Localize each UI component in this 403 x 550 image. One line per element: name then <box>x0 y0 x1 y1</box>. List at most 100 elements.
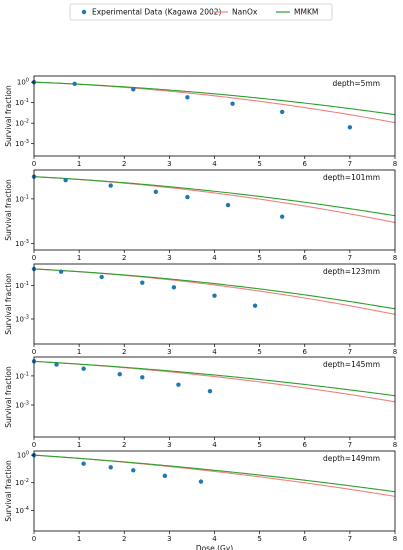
x-tick-label: 4 <box>212 348 217 356</box>
legend-label: NanOx <box>232 8 258 17</box>
panels: 0 1 2 3 4 5 6 7 810010-110-210-3depth=5mmSurviva… <box>4 75 397 550</box>
x-tick-label: 4 <box>212 535 217 543</box>
x-tick-label: 1 <box>77 535 81 543</box>
x-tick-label: 0 <box>32 348 36 356</box>
data-point <box>171 285 177 290</box>
y-tick-label: 10-3 <box>15 239 29 248</box>
y-tick-label: 10-1 <box>15 194 29 203</box>
data-point <box>63 178 68 183</box>
data-point <box>54 362 59 367</box>
x-tick-label: 2 <box>122 348 126 356</box>
x-tick-label: 3 <box>167 254 171 262</box>
data-point <box>162 473 168 479</box>
depth-annotation: depth=101mm <box>323 173 380 182</box>
x-tick-label: 0 <box>32 535 36 543</box>
x-tick-label: 7 <box>348 441 352 449</box>
x-tick-label: 8 <box>393 160 397 168</box>
x-tick-label: 8 <box>393 441 397 449</box>
x-tick-label: 0 <box>32 254 36 262</box>
curve-mmkm <box>34 268 395 310</box>
data-point <box>153 189 159 194</box>
legend-marker-experimental <box>81 9 87 15</box>
data-point <box>58 269 64 274</box>
depth-annotation: depth=145mm <box>323 360 380 369</box>
y-tick-label: 10-3 <box>15 401 29 410</box>
x-tick-label: 2 <box>122 441 126 449</box>
y-axis-label: Survival fraction <box>4 460 13 522</box>
data-point <box>347 125 353 130</box>
x-tick-label: 8 <box>393 348 397 356</box>
legend-label: Experimental Data (Kagawa 2002) <box>92 8 222 17</box>
x-tick-label: 2 <box>122 160 126 168</box>
legend: Experimental Data (Kagawa 2002) NanOx MMKM <box>69 3 333 21</box>
x-tick-label: 5 <box>257 535 261 543</box>
data-point <box>117 371 122 377</box>
x-tick-label: 7 <box>348 535 352 543</box>
x-tick-label: 6 <box>303 535 308 543</box>
x-tick-label: 8 <box>393 254 397 262</box>
data-point <box>279 214 285 219</box>
data-point <box>185 194 190 200</box>
depth-annotation: depth=123mm <box>323 267 380 276</box>
plot-frame <box>33 169 396 251</box>
y-axis-label: Survival fraction <box>4 85 13 147</box>
data-point <box>108 465 113 470</box>
x-tick-label: 6 <box>303 160 308 168</box>
data-point <box>99 274 104 280</box>
data-point <box>207 388 213 394</box>
x-tick-label: 4 <box>212 441 217 449</box>
panel-5: 0 1 2 3 4 5 6 7 8 100 10-2 10-4 depth=149mm Survival … <box>4 450 397 550</box>
x-tick-label: 2 <box>122 535 126 543</box>
x-tick-label: 0 <box>32 441 36 449</box>
y-axis-label: Survival fraction <box>4 273 13 335</box>
x-tick-label: 6 <box>303 441 308 449</box>
x-tick-label: 5 <box>257 254 261 262</box>
data-point <box>225 202 231 208</box>
y-tick-label: 10-1 <box>15 371 29 380</box>
x-tick-label: 4 <box>212 160 217 168</box>
panel-2: 0 1 2 3 4 5 6 7 8 10-1 10-3 depth=101mm Survival fra… <box>4 169 397 262</box>
data-point <box>176 382 181 387</box>
x-tick-label: 1 <box>77 348 81 356</box>
data-point <box>108 183 113 188</box>
x-tick-label: 1 <box>77 441 81 449</box>
y-tick-label: 100 <box>17 451 29 460</box>
data-point <box>81 366 86 371</box>
panel-1: 0 1 2 3 4 5 6 7 8 100 10-1 10-2 10-3 depth=5mm Surviva… <box>4 75 397 168</box>
depth-annotation: depth=5mm <box>333 79 381 88</box>
y-tick-label: 10-1 <box>15 281 29 290</box>
y-tick-label: 10-2 <box>15 119 29 128</box>
x-tick-label: 5 <box>257 348 261 356</box>
data-point <box>185 95 190 100</box>
data-point <box>252 303 258 308</box>
plot-frame <box>33 356 396 438</box>
x-tick-label: 8 <box>393 535 397 543</box>
x-tick-label: 3 <box>167 348 171 356</box>
y-axis-label: Survival fraction <box>4 366 13 428</box>
y-tick-label: 10-1 <box>15 98 29 107</box>
data-point <box>212 293 217 298</box>
curve-mmkm <box>34 81 395 116</box>
x-tick-label: 6 <box>303 254 308 262</box>
curve-mmkm <box>34 360 395 397</box>
data-point <box>72 81 77 86</box>
y-tick-label: 100 <box>17 78 29 87</box>
x-tick-label: 3 <box>167 160 171 168</box>
x-tick-label: 7 <box>348 348 352 356</box>
data-point <box>140 280 145 285</box>
plot-frame <box>33 450 396 532</box>
plot-frame <box>33 75 396 157</box>
curve-mmkm <box>34 176 395 217</box>
x-axis-label: Dose (Gy) <box>196 544 233 550</box>
data-point <box>230 101 235 106</box>
x-tick-label: 0 <box>32 160 36 168</box>
legend-label: MMKM <box>294 8 318 17</box>
data-point <box>198 479 204 484</box>
x-tick-label: 4 <box>212 254 217 262</box>
curve-nanox <box>34 176 395 224</box>
x-tick-label: 7 <box>348 160 352 168</box>
y-tick-label: 10-3 <box>15 315 29 324</box>
x-tick-label: 7 <box>348 254 352 262</box>
x-tick-label: 5 <box>257 160 261 168</box>
